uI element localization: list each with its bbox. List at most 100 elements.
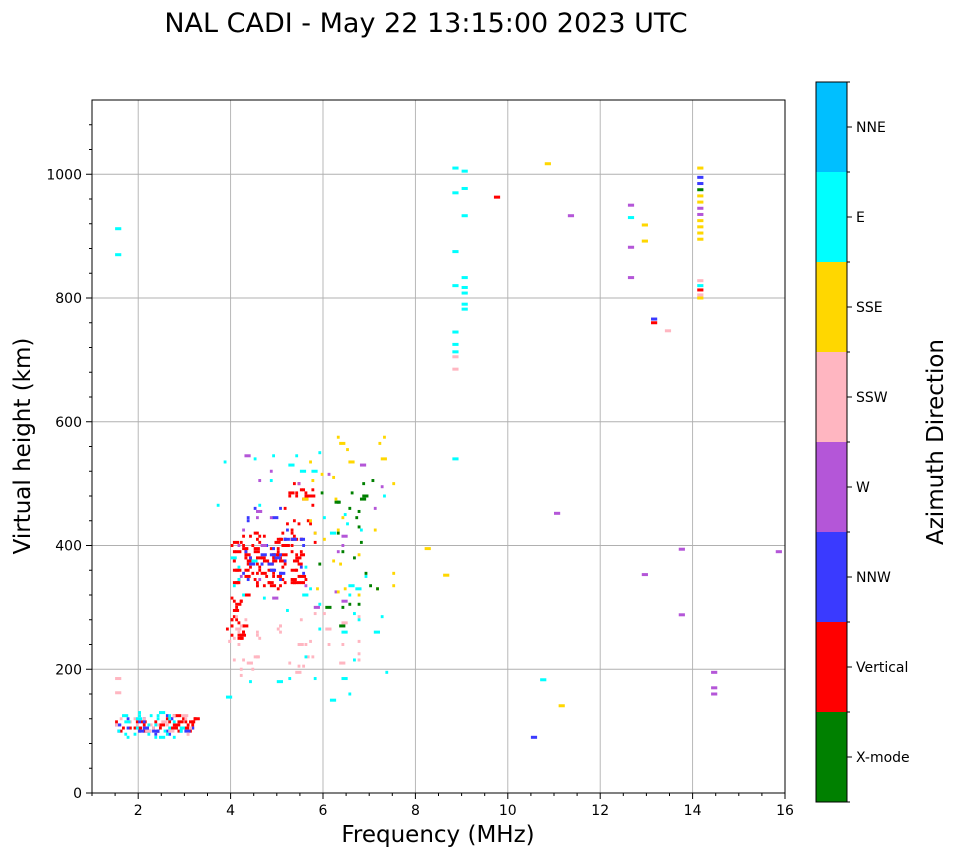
echo-e (540, 678, 547, 682)
echo-e (364, 574, 368, 578)
echo-vertical (265, 559, 269, 563)
echo-e (230, 556, 237, 560)
echo-e (452, 350, 459, 354)
echo-vertical (239, 636, 243, 640)
echo-ssw (115, 691, 122, 695)
chart-title: NAL CADI - May 22 13:15:00 2023 UTC (164, 8, 687, 39)
echo-ssw (327, 643, 331, 646)
echo-e (302, 593, 309, 597)
echo-vertical (177, 723, 181, 727)
echo-ssw (306, 655, 310, 659)
echo-e (353, 658, 356, 662)
echo-e (318, 451, 322, 455)
echo-x-mode (341, 605, 345, 609)
echo-vertical (267, 568, 271, 572)
echo-ssw (115, 723, 118, 727)
echo-x-mode (376, 587, 379, 591)
echo-e (313, 677, 317, 681)
echo-vertical (230, 624, 234, 628)
echo-sse (378, 441, 382, 445)
x-tick-label: 8 (411, 803, 420, 819)
echo-vertical (242, 630, 245, 634)
echo-vertical (260, 571, 267, 575)
echo-e (172, 735, 176, 739)
echo-e (348, 584, 355, 588)
echo-x-mode (357, 509, 361, 513)
echo-x-mode (318, 562, 322, 566)
echo-vertical (256, 584, 259, 588)
echo-vertical (493, 195, 501, 199)
echo-w (341, 534, 348, 538)
echo-e (158, 735, 166, 739)
echo-ssw (239, 673, 243, 677)
echo-e (359, 528, 363, 532)
echo-ssw (297, 664, 301, 668)
echo-nnw (530, 735, 538, 739)
echo-vertical (302, 488, 306, 492)
echo-ssw (244, 618, 248, 622)
echo-vertical (299, 562, 303, 566)
echo-vertical (193, 717, 197, 721)
echo-w (237, 544, 241, 547)
echo-vertical (290, 550, 294, 554)
echo-sse (357, 593, 361, 597)
echo-e (126, 735, 130, 739)
echo-sse (641, 239, 648, 243)
echo-vertical (292, 482, 296, 486)
echo-x-mode (348, 602, 352, 606)
echo-sse (697, 296, 704, 300)
echo-sse (697, 225, 704, 229)
echo-nnw (138, 729, 145, 733)
echo-vertical (142, 723, 146, 727)
echo-nnw (299, 565, 303, 569)
colorbar-swatch-vertical (816, 622, 847, 712)
echo-nnw (154, 732, 158, 736)
echo-w (258, 479, 262, 483)
echo-e (156, 717, 160, 721)
echo-e (452, 166, 459, 170)
echo-vertical (297, 574, 301, 578)
echo-nnw (299, 537, 303, 541)
echo-e (353, 612, 356, 616)
echo-vertical (279, 559, 282, 563)
echo-vertical (191, 720, 195, 724)
echo-e (295, 454, 299, 458)
echo-vertical (262, 534, 266, 538)
echo-vertical (225, 627, 229, 631)
echo-vertical (232, 599, 236, 603)
echo-vertical (138, 726, 142, 730)
echo-ssw (235, 627, 242, 631)
echo-x-mode (362, 482, 366, 486)
echo-nnw (279, 506, 282, 510)
echo-vertical (306, 519, 310, 523)
echo-ssw (258, 636, 262, 640)
echo-vertical (272, 559, 275, 563)
echo-nnw (279, 553, 282, 557)
echo-e (452, 457, 459, 461)
echo-w (258, 578, 262, 582)
echo-e (168, 717, 172, 721)
echo-vertical (295, 581, 299, 585)
echo-w (359, 463, 367, 467)
colorbar-swatch-e (816, 172, 847, 262)
echo-vertical (237, 633, 241, 637)
echo-vertical (302, 553, 306, 557)
echo-sse (341, 516, 345, 520)
echo-vertical (242, 624, 245, 628)
echo-vertical (246, 568, 250, 572)
echo-vertical (256, 562, 259, 566)
echo-e (357, 618, 361, 622)
echo-vertical (154, 720, 158, 724)
echo-ssw (253, 655, 260, 659)
echo-vertical (119, 729, 123, 733)
echo-vertical (299, 550, 303, 554)
echo-vertical (244, 568, 248, 572)
echo-vertical (295, 556, 302, 560)
echo-e (346, 522, 349, 526)
echo-vertical (246, 559, 253, 563)
echo-e (452, 191, 459, 195)
echo-vertical (299, 581, 303, 585)
echo-sse (424, 547, 431, 551)
echo-vertical (128, 726, 132, 730)
echo-x-mode (353, 556, 356, 560)
